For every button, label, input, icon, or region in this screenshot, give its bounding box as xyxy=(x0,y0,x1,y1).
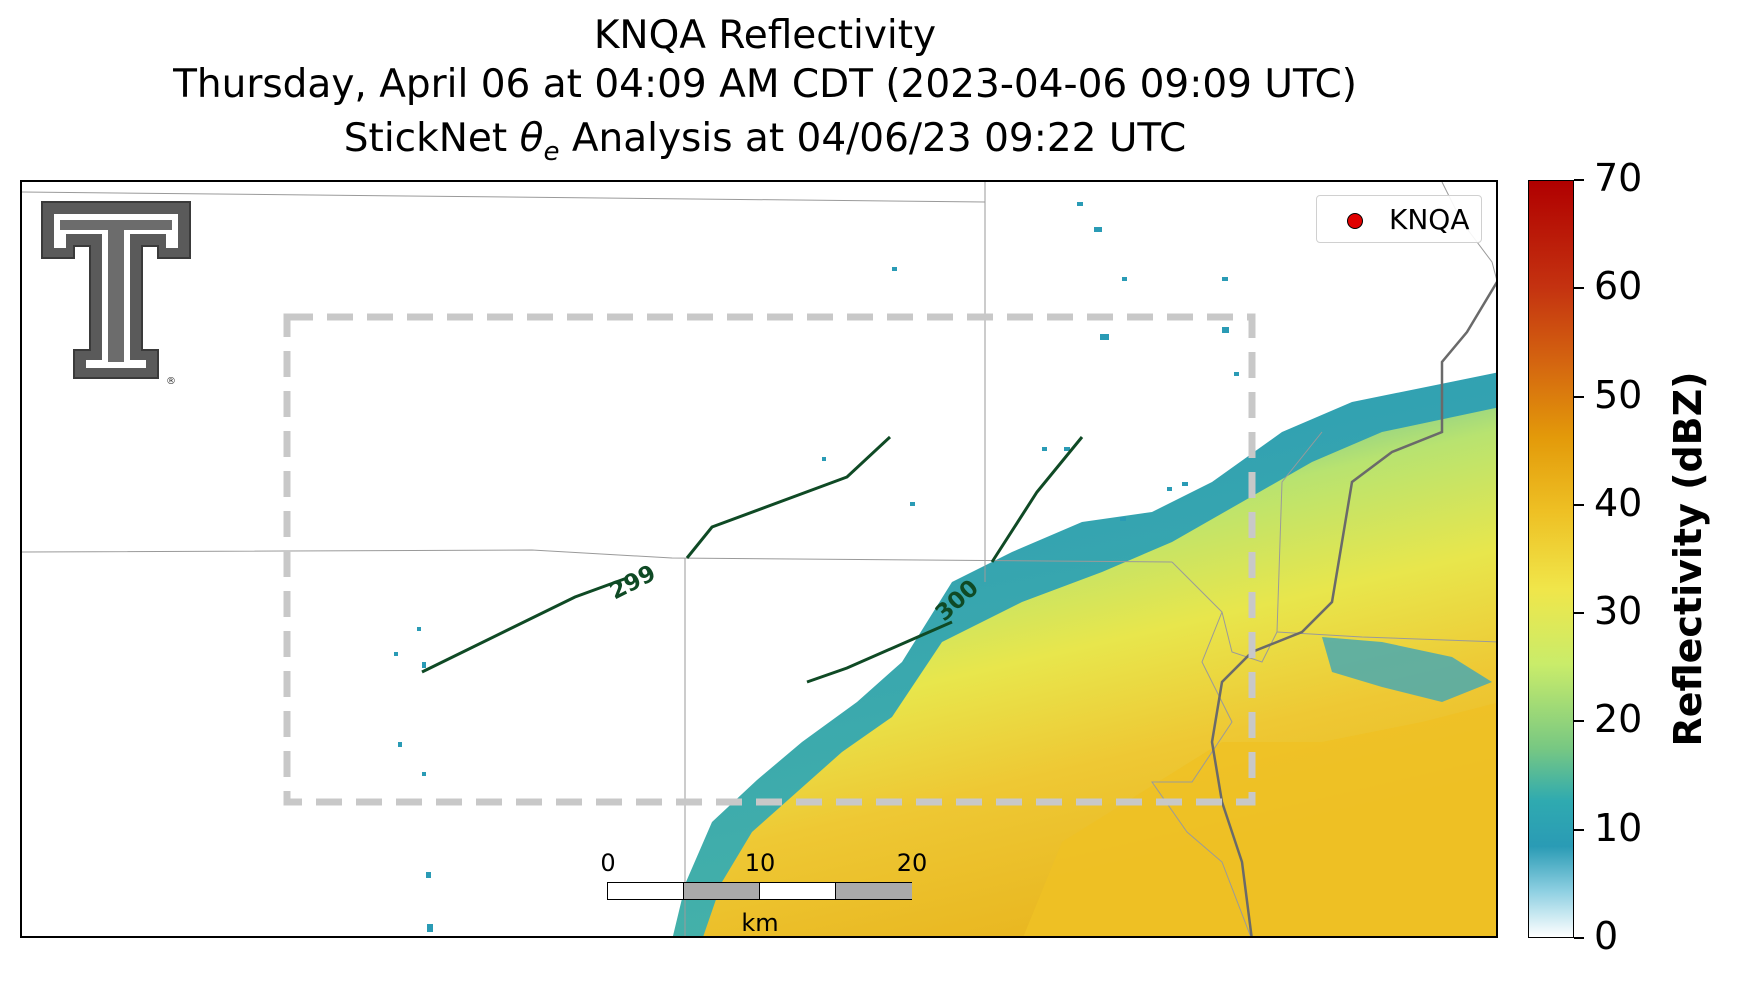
legend-station-label: KNQA xyxy=(1389,203,1470,236)
scale-segment xyxy=(760,883,836,899)
colorbar-tick-label: 10 xyxy=(1594,805,1643,850)
colorbar-tick-label: 30 xyxy=(1594,589,1643,634)
scale-label-10: 10 xyxy=(744,849,776,877)
plot-subtitle-analysis: StickNet θe Analysis at 04/06/23 09:22 U… xyxy=(0,117,1530,174)
scale-segment xyxy=(836,883,912,899)
map-legend: KNQA xyxy=(1316,195,1482,243)
colorbar-tick xyxy=(1574,503,1584,506)
colorbar-tick-label: 70 xyxy=(1594,156,1643,200)
plot-subtitle-time: Thursday, April 06 at 04:09 AM CDT (2023… xyxy=(173,62,1357,107)
colorbar-label: Reflectivity (dBZ) xyxy=(1666,371,1710,747)
scale-segment xyxy=(684,883,760,899)
county-boundaries xyxy=(22,182,1496,936)
theta-e-contours xyxy=(421,435,1084,684)
contour-line-299 xyxy=(421,576,628,674)
colorbar-tick-label: 20 xyxy=(1594,697,1643,742)
state-boundary-line xyxy=(1210,281,1496,936)
contour-line-300-upper xyxy=(990,436,1084,563)
reflectivity-colorbar xyxy=(1528,180,1574,938)
scattered-echoes xyxy=(394,202,1239,932)
theta-symbol: θ xyxy=(519,116,544,161)
scale-segment xyxy=(608,883,684,899)
analysis-prefix: StickNet xyxy=(343,116,520,161)
analysis-suffix: Analysis at 04/06/23 09:22 UTC xyxy=(559,116,1187,161)
colorbar-tick xyxy=(1574,828,1584,831)
colorbar-tick xyxy=(1574,937,1584,939)
scale-label-20: 20 xyxy=(896,849,928,877)
colorbar-tick xyxy=(1574,395,1584,398)
colorbar-tick-label: 40 xyxy=(1594,480,1643,525)
reflectivity-field xyxy=(394,202,1496,936)
theta-subscript: e xyxy=(543,136,560,167)
plot-title: KNQA Reflectivity xyxy=(593,13,937,58)
colorbar-tick xyxy=(1574,612,1584,615)
colorbar-tick-label: 50 xyxy=(1594,372,1643,417)
colorbar-tick xyxy=(1574,287,1584,290)
contour-line-299-upper xyxy=(685,435,892,559)
station-marker-icon xyxy=(1347,213,1363,229)
contour-label-299: 299 xyxy=(606,560,661,605)
double-t-icon: ® xyxy=(41,201,191,387)
contour-line-300 xyxy=(806,620,953,684)
scale-label-0: 0 xyxy=(600,849,616,877)
radar-map[interactable]: 299 300 xyxy=(20,180,1498,938)
analysis-domain-box xyxy=(283,313,1256,806)
texas-tech-logo: ® xyxy=(40,200,200,387)
scale-unit: km xyxy=(741,909,779,937)
radar-map-canvas: 299 300 xyxy=(22,182,1496,936)
colorbar-tick-label: 0 xyxy=(1594,914,1619,958)
registered-mark: ® xyxy=(166,376,176,385)
echo-low-zone xyxy=(1322,637,1492,702)
colorbar-tick xyxy=(1574,720,1584,723)
scale-bar xyxy=(607,882,912,900)
colorbar-tick xyxy=(1574,179,1584,181)
echo-core xyxy=(1023,703,1496,936)
colorbar-tick-label: 60 xyxy=(1594,264,1643,309)
